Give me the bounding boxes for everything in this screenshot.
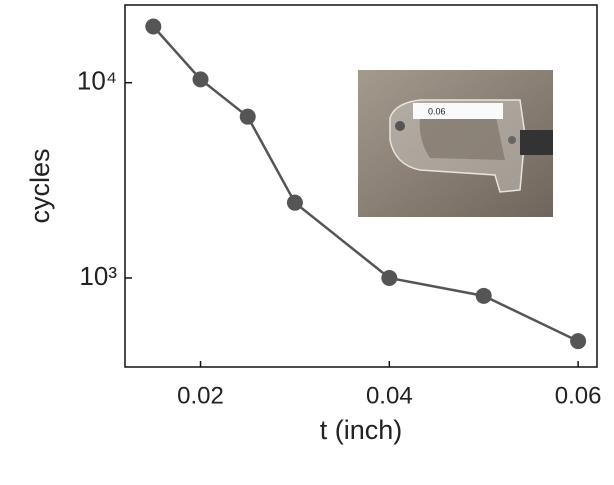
data-point	[381, 269, 398, 286]
x-tick-label: 0.04	[366, 382, 413, 409]
data-point	[570, 333, 587, 350]
data-point	[145, 18, 162, 35]
data-point	[192, 71, 209, 88]
x-tick-label: 0.06	[555, 382, 602, 409]
y-tick-label: 10⁴	[77, 66, 117, 96]
y-axis-label: cycles	[25, 148, 55, 223]
x-tick-label: 0.02	[177, 382, 224, 409]
plot-frame	[124, 4, 598, 368]
inset-label: 0.06	[428, 106, 446, 116]
x-axis-label: t (inch)	[320, 415, 403, 445]
data-point	[239, 108, 256, 125]
y-tick-label: 10³	[79, 261, 117, 291]
data-point	[286, 194, 303, 211]
data-point	[475, 287, 492, 304]
inset-photo: 0.06	[358, 70, 553, 217]
